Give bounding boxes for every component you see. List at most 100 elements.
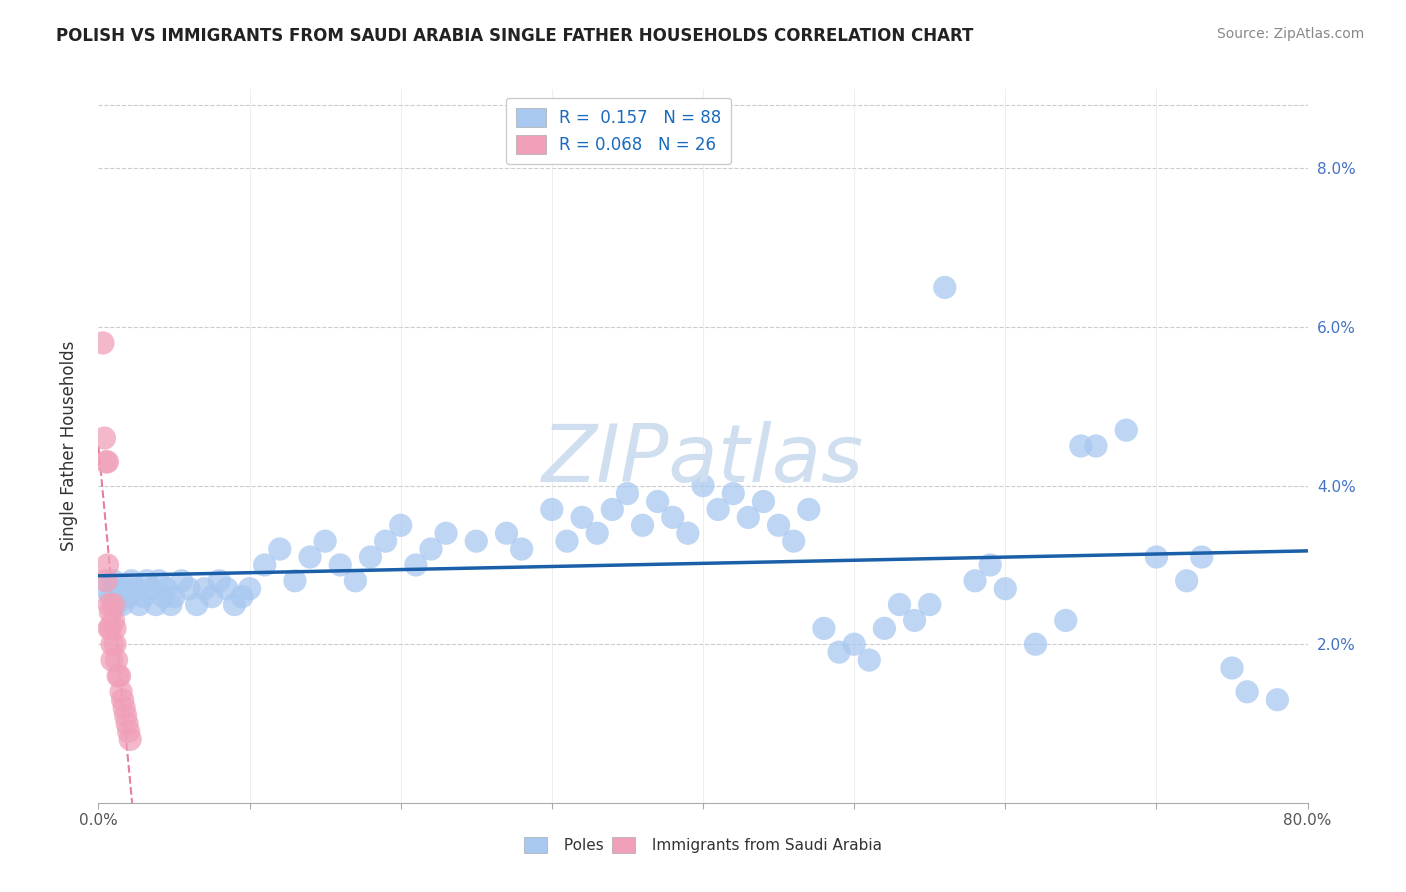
Point <box>723 486 745 500</box>
Point <box>135 574 157 588</box>
Point <box>100 621 122 635</box>
Point <box>1115 423 1137 437</box>
Point <box>110 685 132 699</box>
Point <box>193 582 215 596</box>
Point <box>994 582 1017 596</box>
Point <box>201 590 224 604</box>
Point <box>934 280 956 294</box>
Point <box>1024 637 1046 651</box>
Point <box>121 574 143 588</box>
Point <box>586 526 609 541</box>
Point <box>104 637 127 651</box>
Point <box>94 455 117 469</box>
Point <box>132 590 155 604</box>
Point <box>120 732 142 747</box>
Point <box>555 534 578 549</box>
Point <box>299 549 322 564</box>
Point <box>737 510 759 524</box>
Point <box>98 621 121 635</box>
Point <box>616 486 638 500</box>
Point <box>752 494 775 508</box>
Point <box>101 637 124 651</box>
Point <box>813 621 835 635</box>
Point <box>965 574 987 588</box>
Point <box>155 582 177 596</box>
Point <box>344 574 367 588</box>
Point <box>828 645 851 659</box>
Point <box>96 455 118 469</box>
Point <box>148 574 170 588</box>
Point <box>540 502 562 516</box>
Point <box>269 542 291 557</box>
Point <box>94 582 117 596</box>
Point <box>405 558 427 572</box>
Point <box>104 621 127 635</box>
Point <box>107 582 129 596</box>
Point <box>186 598 208 612</box>
Point <box>108 669 131 683</box>
Point <box>329 558 352 572</box>
Point <box>179 582 201 596</box>
Point <box>374 534 396 549</box>
Point <box>571 510 593 524</box>
Point <box>111 692 134 706</box>
Point <box>1054 614 1077 628</box>
Point <box>1220 661 1243 675</box>
Y-axis label: Single Father Households: Single Father Households <box>59 341 77 551</box>
Point <box>284 574 307 588</box>
Point <box>1267 692 1289 706</box>
Point <box>100 590 122 604</box>
Point <box>125 582 148 596</box>
Point <box>1236 685 1258 699</box>
Text: Source: ZipAtlas.com: Source: ZipAtlas.com <box>1216 27 1364 41</box>
Point <box>103 614 125 628</box>
Point <box>360 549 382 564</box>
Point <box>873 621 896 635</box>
Point <box>103 598 125 612</box>
Point <box>112 700 135 714</box>
Legend:  Poles,  Immigrants from Saudi Arabia: Poles, Immigrants from Saudi Arabia <box>517 831 889 859</box>
Point <box>94 574 117 588</box>
Point <box>239 582 262 596</box>
Text: POLISH VS IMMIGRANTS FROM SAUDI ARABIA SINGLE FATHER HOUSEHOLDS CORRELATION CHAR: POLISH VS IMMIGRANTS FROM SAUDI ARABIA S… <box>56 27 973 45</box>
Point <box>314 534 336 549</box>
Point <box>107 669 129 683</box>
Point <box>215 582 238 596</box>
Point <box>1070 439 1092 453</box>
Point <box>253 558 276 572</box>
Point <box>389 518 412 533</box>
Point <box>1175 574 1198 588</box>
Point <box>661 510 683 524</box>
Point <box>118 724 141 739</box>
Point <box>111 598 134 612</box>
Point <box>420 542 443 557</box>
Point <box>1191 549 1213 564</box>
Text: ZIPatlas: ZIPatlas <box>541 421 865 500</box>
Point <box>676 526 699 541</box>
Point <box>797 502 820 516</box>
Point <box>118 590 141 604</box>
Point <box>101 653 124 667</box>
Point <box>1085 439 1108 453</box>
Point <box>115 716 138 731</box>
Point <box>647 494 669 508</box>
Point <box>100 606 122 620</box>
Point <box>93 431 115 445</box>
Point <box>163 590 186 604</box>
Point <box>858 653 880 667</box>
Point <box>979 558 1001 572</box>
Point <box>918 598 941 612</box>
Point <box>170 574 193 588</box>
Point <box>105 598 128 612</box>
Point <box>105 653 128 667</box>
Point <box>434 526 457 541</box>
Point <box>152 590 174 604</box>
Point <box>145 598 167 612</box>
Point <box>231 590 253 604</box>
Point <box>128 598 150 612</box>
Point <box>208 574 231 588</box>
Point <box>91 335 114 350</box>
Point <box>768 518 790 533</box>
Point <box>783 534 806 549</box>
Point <box>495 526 517 541</box>
